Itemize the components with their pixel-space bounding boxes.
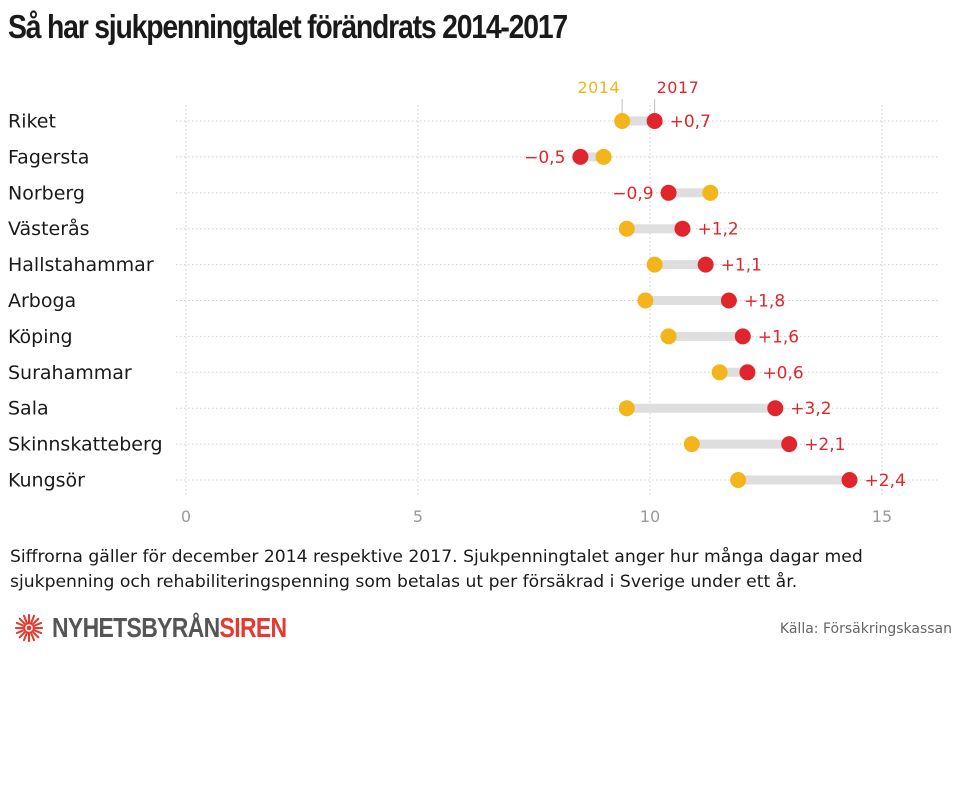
x-tick-label: 15 <box>872 507 892 526</box>
dot-2017 <box>646 113 663 129</box>
dot-2014 <box>646 256 663 273</box>
dot-2014 <box>637 292 654 309</box>
chart-caption: Siffrorna gäller för december 2014 respe… <box>10 547 863 592</box>
category-label: Köping <box>8 326 73 348</box>
burst-center <box>26 625 32 631</box>
burst-ray <box>18 617 27 626</box>
change-label: −0,5 <box>524 148 565 168</box>
logo-text-part1: NYHETSBYRÅN <box>52 612 220 643</box>
dot-2017 <box>660 184 677 201</box>
dot-2017 <box>781 436 798 453</box>
burst-ray <box>29 631 36 642</box>
change-label: +3,2 <box>790 399 831 419</box>
burst-ray <box>29 614 36 625</box>
category-label: Norberg <box>8 182 85 204</box>
dot-2014 <box>683 436 700 453</box>
x-tick-label: 5 <box>413 507 423 526</box>
category-label: Fagersta <box>8 146 89 168</box>
burst-ray <box>15 628 26 635</box>
burst-ray <box>31 630 40 639</box>
source-note: Källa: Försäkringskassan <box>779 621 952 637</box>
dot-2014 <box>595 148 612 165</box>
category-label: Hallstahammar <box>8 254 154 276</box>
dot-2017 <box>720 292 737 309</box>
burst-ray <box>31 617 40 626</box>
dot-2014 <box>711 364 728 381</box>
dot-2014 <box>614 113 631 129</box>
burst-ray <box>32 628 43 635</box>
logo-text-part2: SIREN <box>219 612 288 643</box>
dot-2017 <box>572 148 589 165</box>
dot-2017 <box>734 328 751 345</box>
change-label: +0,6 <box>762 363 803 383</box>
burst-ray <box>15 621 26 628</box>
dot-2017 <box>767 400 784 417</box>
change-label: +1,8 <box>744 292 785 312</box>
brand-logo: NYHETSBYRÅNSIREN <box>12 612 338 644</box>
dot-2017 <box>739 364 756 381</box>
legend-2017: 2017 <box>657 78 700 97</box>
change-label: +0,7 <box>670 112 711 132</box>
dot-2014 <box>702 184 719 201</box>
change-label: +1,6 <box>758 327 799 347</box>
burst-ray <box>32 621 43 628</box>
category-label: Surahammar <box>8 362 132 384</box>
dot-2017 <box>697 256 714 273</box>
dot-2014 <box>660 328 677 345</box>
category-label: Arboga <box>8 290 76 312</box>
siren-burst-icon <box>14 613 44 643</box>
category-label: Skinnskatteberg <box>8 434 163 456</box>
category-label: Kungsör <box>8 470 85 492</box>
dot-2017 <box>674 220 691 237</box>
legend-2014: 2014 <box>577 78 620 97</box>
burst-ray <box>18 630 27 639</box>
logo-text: NYHETSBYRÅNSIREN <box>52 612 288 644</box>
dumbbell-chart: 0 5 10 15 2014 2017 Riket +0,7 Fagersta −0,5 Norbe… <box>8 78 940 526</box>
change-label: −0,9 <box>612 184 653 204</box>
x-tick-label: 10 <box>640 507 660 526</box>
burst-ray <box>22 631 29 642</box>
change-label: +1,2 <box>697 220 738 240</box>
dot-2017 <box>841 472 858 488</box>
dot-2014 <box>618 220 635 237</box>
change-label: +2,1 <box>804 435 845 455</box>
x-tick-label: 0 <box>181 507 191 526</box>
burst-ray <box>22 614 29 625</box>
dot-2014 <box>730 472 747 488</box>
change-label: +1,1 <box>721 256 762 276</box>
change-label: +2,4 <box>865 471 906 491</box>
dot-2014 <box>618 400 635 417</box>
category-label: Sala <box>8 398 49 420</box>
category-label: Västerås <box>8 217 90 240</box>
category-label: Riket <box>8 111 56 133</box>
chart-title: Så har sjukpenningtalet förändrats 2014-… <box>8 8 568 45</box>
